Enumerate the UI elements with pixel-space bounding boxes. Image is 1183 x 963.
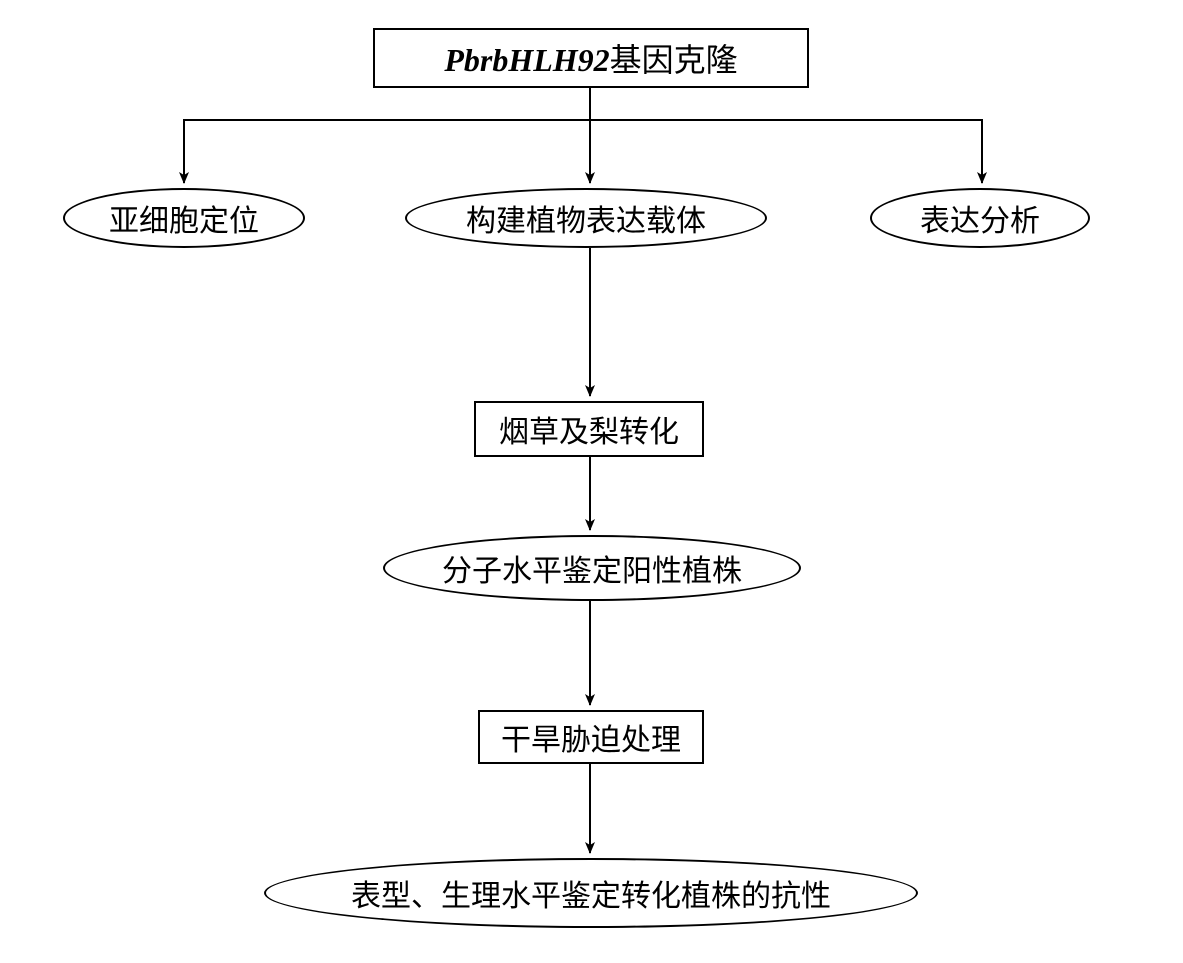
- node-expression-analysis-label: 表达分析: [920, 196, 1040, 240]
- flowchart-arrows: [0, 0, 1183, 963]
- node-gene-cloning: PbrbHLH92基因克隆: [373, 28, 809, 88]
- node-tobacco-pear-transformation-label: 烟草及梨转化: [499, 407, 679, 451]
- node-tobacco-pear-transformation: 烟草及梨转化: [474, 401, 704, 457]
- node-gene-cloning-rest: 基因克隆: [610, 42, 738, 78]
- node-phenotype-resistance-identification-label: 表型、生理水平鉴定转化植株的抗性: [351, 871, 831, 915]
- node-drought-stress-treatment: 干旱胁迫处理: [478, 710, 704, 764]
- node-subcellular-localization-label: 亚细胞定位: [109, 196, 259, 240]
- node-gene-cloning-italic: PbrbHLH92: [444, 42, 609, 78]
- node-molecular-identification: 分子水平鉴定阳性植株: [383, 535, 801, 601]
- node-drought-stress-treatment-label: 干旱胁迫处理: [501, 715, 681, 759]
- node-construct-expression-vector-label: 构建植物表达载体: [466, 196, 706, 240]
- node-phenotype-resistance-identification: 表型、生理水平鉴定转化植株的抗性: [264, 858, 918, 928]
- node-molecular-identification-label: 分子水平鉴定阳性植株: [442, 546, 742, 590]
- node-subcellular-localization: 亚细胞定位: [63, 188, 305, 248]
- node-construct-expression-vector: 构建植物表达载体: [405, 188, 767, 248]
- node-expression-analysis: 表达分析: [870, 188, 1090, 248]
